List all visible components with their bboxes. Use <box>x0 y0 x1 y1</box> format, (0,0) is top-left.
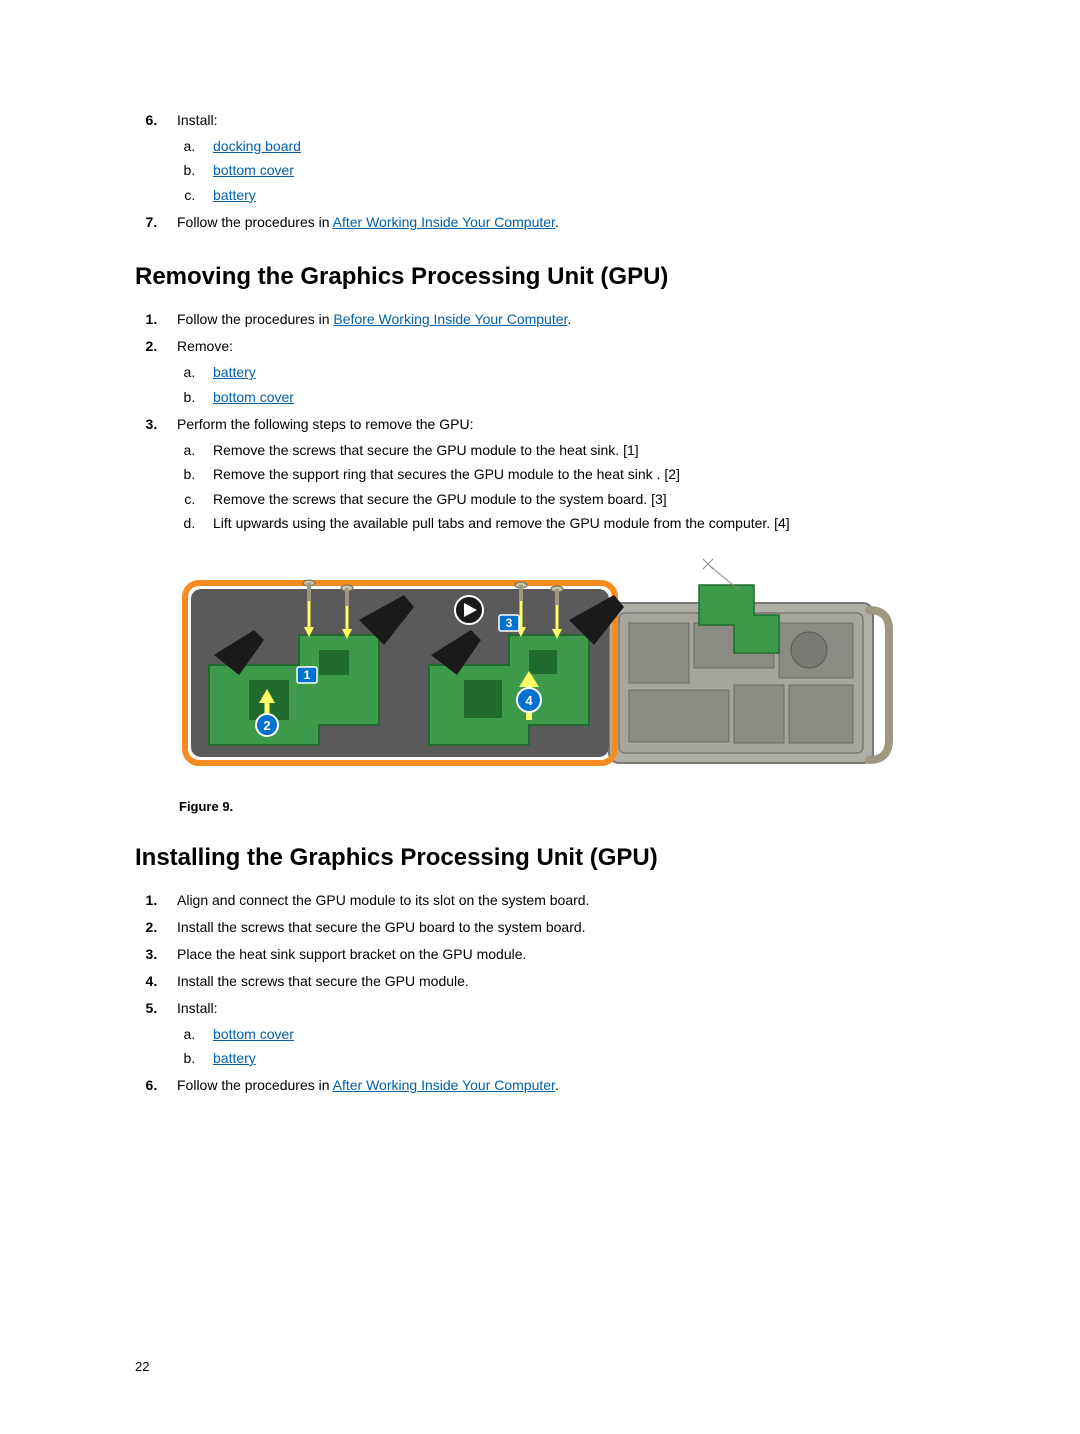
link-after-working-2[interactable]: After Working Inside Your Computer <box>333 1077 555 1093</box>
inst-step-5a: bottom cover <box>203 1023 945 1045</box>
link-docking-board[interactable]: docking board <box>213 138 301 154</box>
callout-2: 2 <box>263 718 270 733</box>
rem-step-3c: Remove the screws that secure the GPU mo… <box>203 488 945 510</box>
link-battery-2[interactable]: battery <box>213 364 256 380</box>
step-7: Follow the procedures in After Working I… <box>165 212 945 233</box>
rem-step-2b: bottom cover <box>203 386 945 408</box>
rem-step-1-suffix: . <box>567 311 571 327</box>
callout-3: 3 <box>506 616 513 630</box>
callout-1: 1 <box>304 668 311 682</box>
link-battery[interactable]: battery <box>213 187 256 203</box>
step-6: Install: docking board bottom cover batt… <box>165 110 945 206</box>
heading-installing-gpu: Installing the Graphics Processing Unit … <box>135 844 945 872</box>
inst-step-6: Follow the procedures in After Working I… <box>165 1075 945 1096</box>
inst-step-1: Align and connect the GPU module to its … <box>165 890 945 911</box>
step-6b: bottom cover <box>203 159 945 181</box>
figure-9-caption: Figure 9. <box>179 799 945 814</box>
link-bottom-cover[interactable]: bottom cover <box>213 162 294 178</box>
rem-step-3b: Remove the support ring that secures the… <box>203 463 945 485</box>
link-bottom-cover-3[interactable]: bottom cover <box>213 1026 294 1042</box>
step-7-prefix: Follow the procedures in <box>177 214 333 230</box>
link-after-working[interactable]: After Working Inside Your Computer <box>333 214 555 230</box>
step-7-suffix: . <box>555 214 559 230</box>
rem-step-3d: Lift upwards using the available pull ta… <box>203 512 945 534</box>
laptop-body <box>609 559 889 763</box>
inst-step-4: Install the screws that secure the GPU m… <box>165 971 945 992</box>
rem-step-1-prefix: Follow the procedures in <box>177 311 333 327</box>
installing-steps: Align and connect the GPU module to its … <box>135 890 945 1097</box>
figure-9: 1 2 <box>179 555 945 785</box>
rem-step-2-sublist: battery bottom cover <box>177 361 945 408</box>
link-battery-3[interactable]: battery <box>213 1050 256 1066</box>
inst-step-6-prefix: Follow the procedures in <box>177 1077 333 1093</box>
inst-step-5-label: Install: <box>177 1000 217 1016</box>
heading-removing-gpu: Removing the Graphics Processing Unit (G… <box>135 263 945 291</box>
step-6-sublist: docking board bottom cover battery <box>177 135 945 206</box>
inst-step-5: Install: bottom cover battery <box>165 998 945 1070</box>
step-6c: battery <box>203 184 945 206</box>
rem-step-1: Follow the procedures in Before Working … <box>165 309 945 330</box>
removing-steps: Follow the procedures in Before Working … <box>135 309 945 534</box>
step-6-label: Install: <box>177 112 217 128</box>
inst-step-5-sublist: bottom cover battery <box>177 1023 945 1070</box>
detail-panel: 1 2 <box>185 580 624 763</box>
inst-step-6-suffix: . <box>555 1077 559 1093</box>
rem-step-2: Remove: battery bottom cover <box>165 336 945 408</box>
page-number: 22 <box>135 1359 149 1374</box>
rem-step-3-label: Perform the following steps to remove th… <box>177 416 473 432</box>
link-bottom-cover-2[interactable]: bottom cover <box>213 389 294 405</box>
document-page: Install: docking board bottom cover batt… <box>0 0 1080 1434</box>
inst-step-5b: battery <box>203 1047 945 1069</box>
figure-9-svg: 1 2 <box>179 555 899 785</box>
step-6a: docking board <box>203 135 945 157</box>
prev-section-steps: Install: docking board bottom cover batt… <box>135 110 945 233</box>
rem-step-3a: Remove the screws that secure the GPU mo… <box>203 439 945 461</box>
link-before-working[interactable]: Before Working Inside Your Computer <box>333 311 567 327</box>
inst-step-2: Install the screws that secure the GPU b… <box>165 917 945 938</box>
rem-step-3-sublist: Remove the screws that secure the GPU mo… <box>177 439 945 535</box>
callout-4: 4 <box>525 693 533 708</box>
rem-step-2-label: Remove: <box>177 338 233 354</box>
rem-step-3: Perform the following steps to remove th… <box>165 414 945 535</box>
inst-step-3: Place the heat sink support bracket on t… <box>165 944 945 965</box>
rem-step-2a: battery <box>203 361 945 383</box>
